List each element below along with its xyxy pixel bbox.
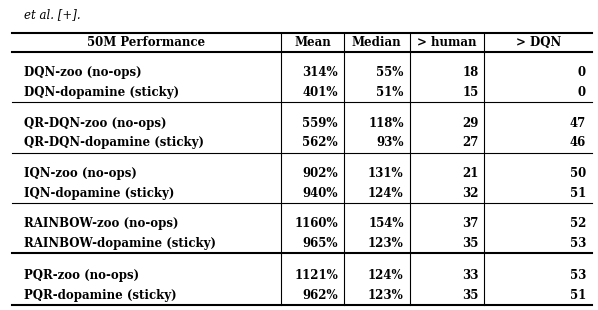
Text: 50: 50	[570, 167, 586, 180]
Text: 50M Performance: 50M Performance	[87, 36, 206, 49]
Text: 962%: 962%	[302, 289, 338, 302]
Text: 1121%: 1121%	[294, 269, 338, 282]
Text: 0: 0	[578, 66, 586, 79]
Text: 1160%: 1160%	[294, 217, 338, 230]
Text: 35: 35	[462, 289, 478, 302]
Text: 53: 53	[570, 269, 586, 282]
Text: DQN-zoo (no-ops): DQN-zoo (no-ops)	[24, 66, 142, 79]
Text: 55%: 55%	[376, 66, 404, 79]
Text: DQN-dopamine (sticky): DQN-dopamine (sticky)	[24, 86, 179, 99]
Text: > human: > human	[417, 36, 477, 49]
Text: PQR-zoo (no-ops): PQR-zoo (no-ops)	[24, 269, 139, 282]
Text: RAINBOW-dopamine (sticky): RAINBOW-dopamine (sticky)	[24, 237, 216, 250]
Text: IQN-zoo (no-ops): IQN-zoo (no-ops)	[24, 167, 137, 180]
Text: 29: 29	[462, 117, 478, 130]
Text: 37: 37	[462, 217, 478, 230]
Text: 47: 47	[570, 117, 586, 130]
Text: 314%: 314%	[302, 66, 338, 79]
Text: 93%: 93%	[376, 136, 404, 149]
Text: 131%: 131%	[368, 167, 404, 180]
Text: 27: 27	[462, 136, 478, 149]
Text: QR-DQN-dopamine (sticky): QR-DQN-dopamine (sticky)	[24, 136, 204, 149]
Text: 53: 53	[570, 237, 586, 250]
Text: 52: 52	[570, 217, 586, 230]
Text: 401%: 401%	[303, 86, 338, 99]
Text: RAINBOW-zoo (no-ops): RAINBOW-zoo (no-ops)	[24, 217, 178, 230]
Text: > DQN: > DQN	[515, 36, 561, 49]
Text: 123%: 123%	[368, 237, 404, 250]
Text: 123%: 123%	[368, 289, 404, 302]
Text: Median: Median	[352, 36, 401, 49]
Text: 35: 35	[462, 237, 478, 250]
Text: PQR-dopamine (sticky): PQR-dopamine (sticky)	[24, 289, 176, 302]
Text: 21: 21	[462, 167, 478, 180]
Text: 18: 18	[462, 66, 478, 79]
Text: 51%: 51%	[376, 86, 404, 99]
Text: 46: 46	[570, 136, 586, 149]
Text: 118%: 118%	[368, 117, 404, 130]
Text: QR-DQN-zoo (no-ops): QR-DQN-zoo (no-ops)	[24, 117, 166, 130]
Text: 902%: 902%	[302, 167, 338, 180]
Text: Mean: Mean	[294, 36, 331, 49]
Text: 124%: 124%	[368, 269, 404, 282]
Text: 51: 51	[570, 187, 586, 200]
Text: 154%: 154%	[368, 217, 404, 230]
Text: 15: 15	[462, 86, 478, 99]
Text: 965%: 965%	[303, 237, 338, 250]
Text: 124%: 124%	[368, 187, 404, 200]
Text: 32: 32	[462, 187, 478, 200]
Text: et al. [+].: et al. [+].	[24, 8, 81, 21]
Text: 51: 51	[570, 289, 586, 302]
Text: 940%: 940%	[303, 187, 338, 200]
Text: 33: 33	[462, 269, 478, 282]
Text: 562%: 562%	[302, 136, 338, 149]
Text: IQN-dopamine (sticky): IQN-dopamine (sticky)	[24, 187, 174, 200]
Text: 559%: 559%	[303, 117, 338, 130]
Text: 0: 0	[578, 86, 586, 99]
